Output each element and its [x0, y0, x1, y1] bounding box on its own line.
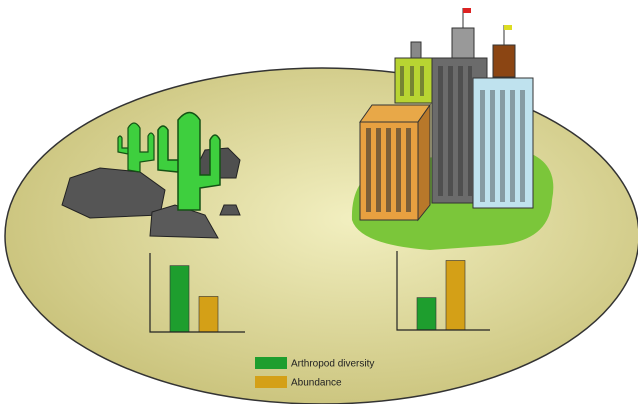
legend-label: Arthropod diversity	[291, 359, 374, 370]
city	[352, 8, 553, 250]
bar	[417, 298, 436, 330]
legend-swatch	[255, 357, 287, 369]
legend-label: Abundance	[291, 378, 342, 389]
bar	[199, 296, 218, 332]
bar	[446, 260, 465, 330]
scene: Arthropod diversity Abundance	[0, 0, 638, 404]
ground-ellipse	[5, 68, 638, 404]
legend-swatch	[255, 376, 287, 388]
bar	[170, 266, 189, 332]
